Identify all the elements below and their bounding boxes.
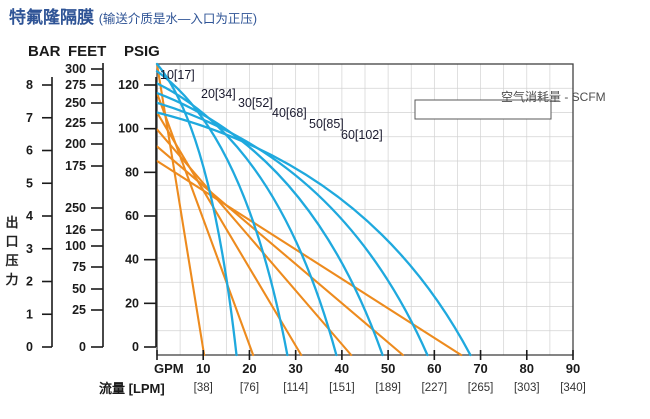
svg-text:5: 5 xyxy=(26,176,33,190)
svg-text:60: 60 xyxy=(427,361,441,376)
svg-text:75: 75 xyxy=(72,260,86,274)
svg-text:3: 3 xyxy=(26,242,33,256)
svg-text:[38]: [38] xyxy=(194,382,213,394)
svg-text:2: 2 xyxy=(26,275,33,289)
svg-text:0: 0 xyxy=(79,340,86,354)
svg-text:250: 250 xyxy=(65,201,86,215)
svg-text:50[85]: 50[85] xyxy=(309,117,344,131)
svg-text:40: 40 xyxy=(125,253,139,267)
svg-text:225: 225 xyxy=(65,116,86,130)
svg-text:10[17]: 10[17] xyxy=(160,68,195,82)
svg-text:250: 250 xyxy=(65,96,86,110)
svg-text:20: 20 xyxy=(242,361,256,376)
svg-text:70: 70 xyxy=(473,361,487,376)
svg-text:50: 50 xyxy=(72,282,86,296)
svg-text:100: 100 xyxy=(65,239,86,253)
svg-text:300: 300 xyxy=(65,62,86,76)
svg-text:0: 0 xyxy=(26,340,33,354)
svg-text:80: 80 xyxy=(520,361,534,376)
svg-text:6: 6 xyxy=(26,144,33,158)
svg-text:[114]: [114] xyxy=(283,382,308,394)
svg-text:120: 120 xyxy=(118,78,139,92)
svg-text:90: 90 xyxy=(566,361,580,376)
svg-text:25: 25 xyxy=(72,303,86,317)
svg-text:7: 7 xyxy=(26,111,33,125)
svg-text:80: 80 xyxy=(125,165,139,179)
svg-text:[340]: [340] xyxy=(560,382,586,394)
svg-text:200: 200 xyxy=(65,137,86,151)
svg-text:[76]: [76] xyxy=(240,382,259,394)
svg-text:40: 40 xyxy=(335,361,349,376)
svg-text:50: 50 xyxy=(381,361,395,376)
svg-text:4: 4 xyxy=(26,209,33,223)
svg-text:0: 0 xyxy=(132,340,139,354)
svg-text:1: 1 xyxy=(26,307,33,321)
svg-text:40[68]: 40[68] xyxy=(272,106,307,120)
svg-text:[189]: [189] xyxy=(375,382,401,394)
svg-text:GPM: GPM xyxy=(154,361,184,376)
svg-text:126: 126 xyxy=(65,223,86,237)
svg-text:30: 30 xyxy=(288,361,302,376)
svg-text:[265]: [265] xyxy=(468,382,494,394)
svg-text:[151]: [151] xyxy=(329,382,355,394)
svg-text:20: 20 xyxy=(125,296,139,310)
svg-text:20[34]: 20[34] xyxy=(201,87,236,101)
svg-text:30[52]: 30[52] xyxy=(238,96,273,110)
svg-text:275: 275 xyxy=(65,78,86,92)
svg-text:60: 60 xyxy=(125,209,139,223)
svg-text:100: 100 xyxy=(118,122,139,136)
svg-text:空气消耗量 - SCFM: 空气消耗量 - SCFM xyxy=(501,89,606,104)
svg-text:175: 175 xyxy=(65,159,86,173)
svg-text:[227]: [227] xyxy=(422,382,448,394)
svg-text:10: 10 xyxy=(196,361,210,376)
svg-text:8: 8 xyxy=(26,78,33,92)
svg-text:60[102]: 60[102] xyxy=(341,128,383,142)
svg-text:[303]: [303] xyxy=(514,382,540,394)
